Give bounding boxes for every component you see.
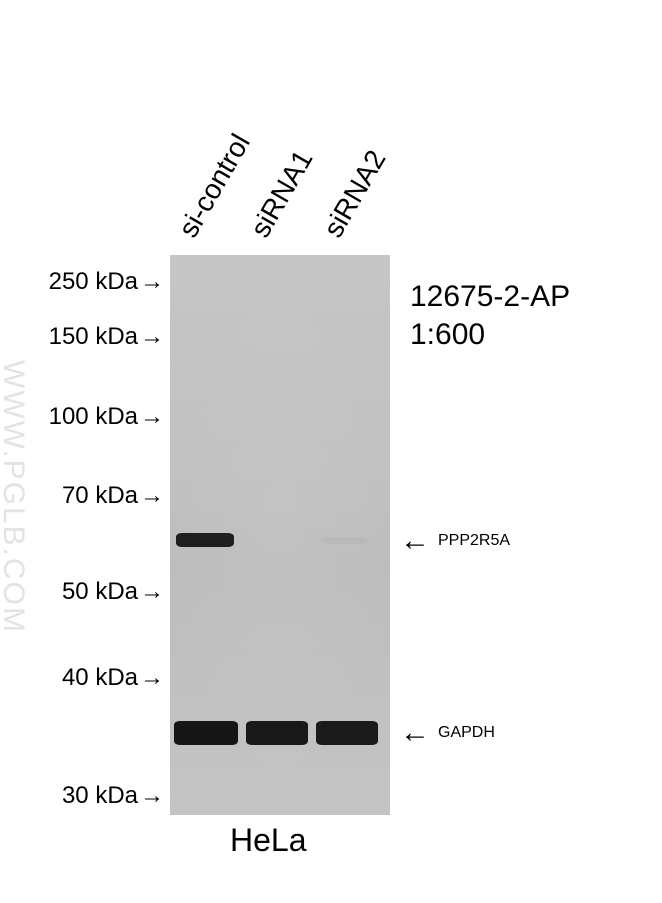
mw-marker: 150 kDa→ xyxy=(44,323,164,351)
arrow-right-icon: → xyxy=(140,782,164,810)
band-gapdh-lane2 xyxy=(246,721,308,745)
arrow-right-icon: → xyxy=(140,268,164,296)
band-ppp2r5a-lane3-faint xyxy=(322,537,368,544)
target-annotation: ← PPP2R5A xyxy=(400,524,510,558)
arrow-right-icon: → xyxy=(140,578,164,606)
blot-membrane xyxy=(170,255,390,815)
mw-marker: 50 kDa→ xyxy=(56,578,164,606)
cell-line-label: HeLa xyxy=(230,822,307,859)
arrow-right-icon: → xyxy=(140,664,164,692)
lane-label: siRNA2 xyxy=(317,145,392,243)
band-gapdh-lane1 xyxy=(174,721,238,745)
band-ppp2r5a-lane1 xyxy=(176,533,234,547)
lane-label: siRNA1 xyxy=(244,145,319,243)
mw-marker: 70 kDa→ xyxy=(56,482,164,510)
mw-marker: 40 kDa→ xyxy=(56,664,164,692)
mw-marker: 30 kDa→ xyxy=(56,782,164,810)
arrow-right-icon: → xyxy=(140,323,164,351)
watermark-text: WWW.PGLB.COM xyxy=(0,360,30,634)
arrow-left-icon: ← xyxy=(400,524,430,558)
arrow-left-icon: ← xyxy=(400,716,430,750)
arrow-right-icon: → xyxy=(140,482,164,510)
figure-container: WWW.PGLB.COM si-control siRNA1 siRNA2 25… xyxy=(0,0,662,903)
target-label-ppp2r5a: PPP2R5A xyxy=(438,532,510,550)
mw-marker: 100 kDa→ xyxy=(44,403,164,431)
antibody-catalog: 12675-2-AP xyxy=(410,280,570,314)
target-label-gapdh: GAPDH xyxy=(438,724,495,742)
antibody-dilution: 1:600 xyxy=(410,318,485,352)
band-gapdh-lane3 xyxy=(316,721,378,745)
mw-marker: 250 kDa→ xyxy=(44,268,164,296)
target-annotation: ← GAPDH xyxy=(400,716,495,750)
arrow-right-icon: → xyxy=(140,403,164,431)
